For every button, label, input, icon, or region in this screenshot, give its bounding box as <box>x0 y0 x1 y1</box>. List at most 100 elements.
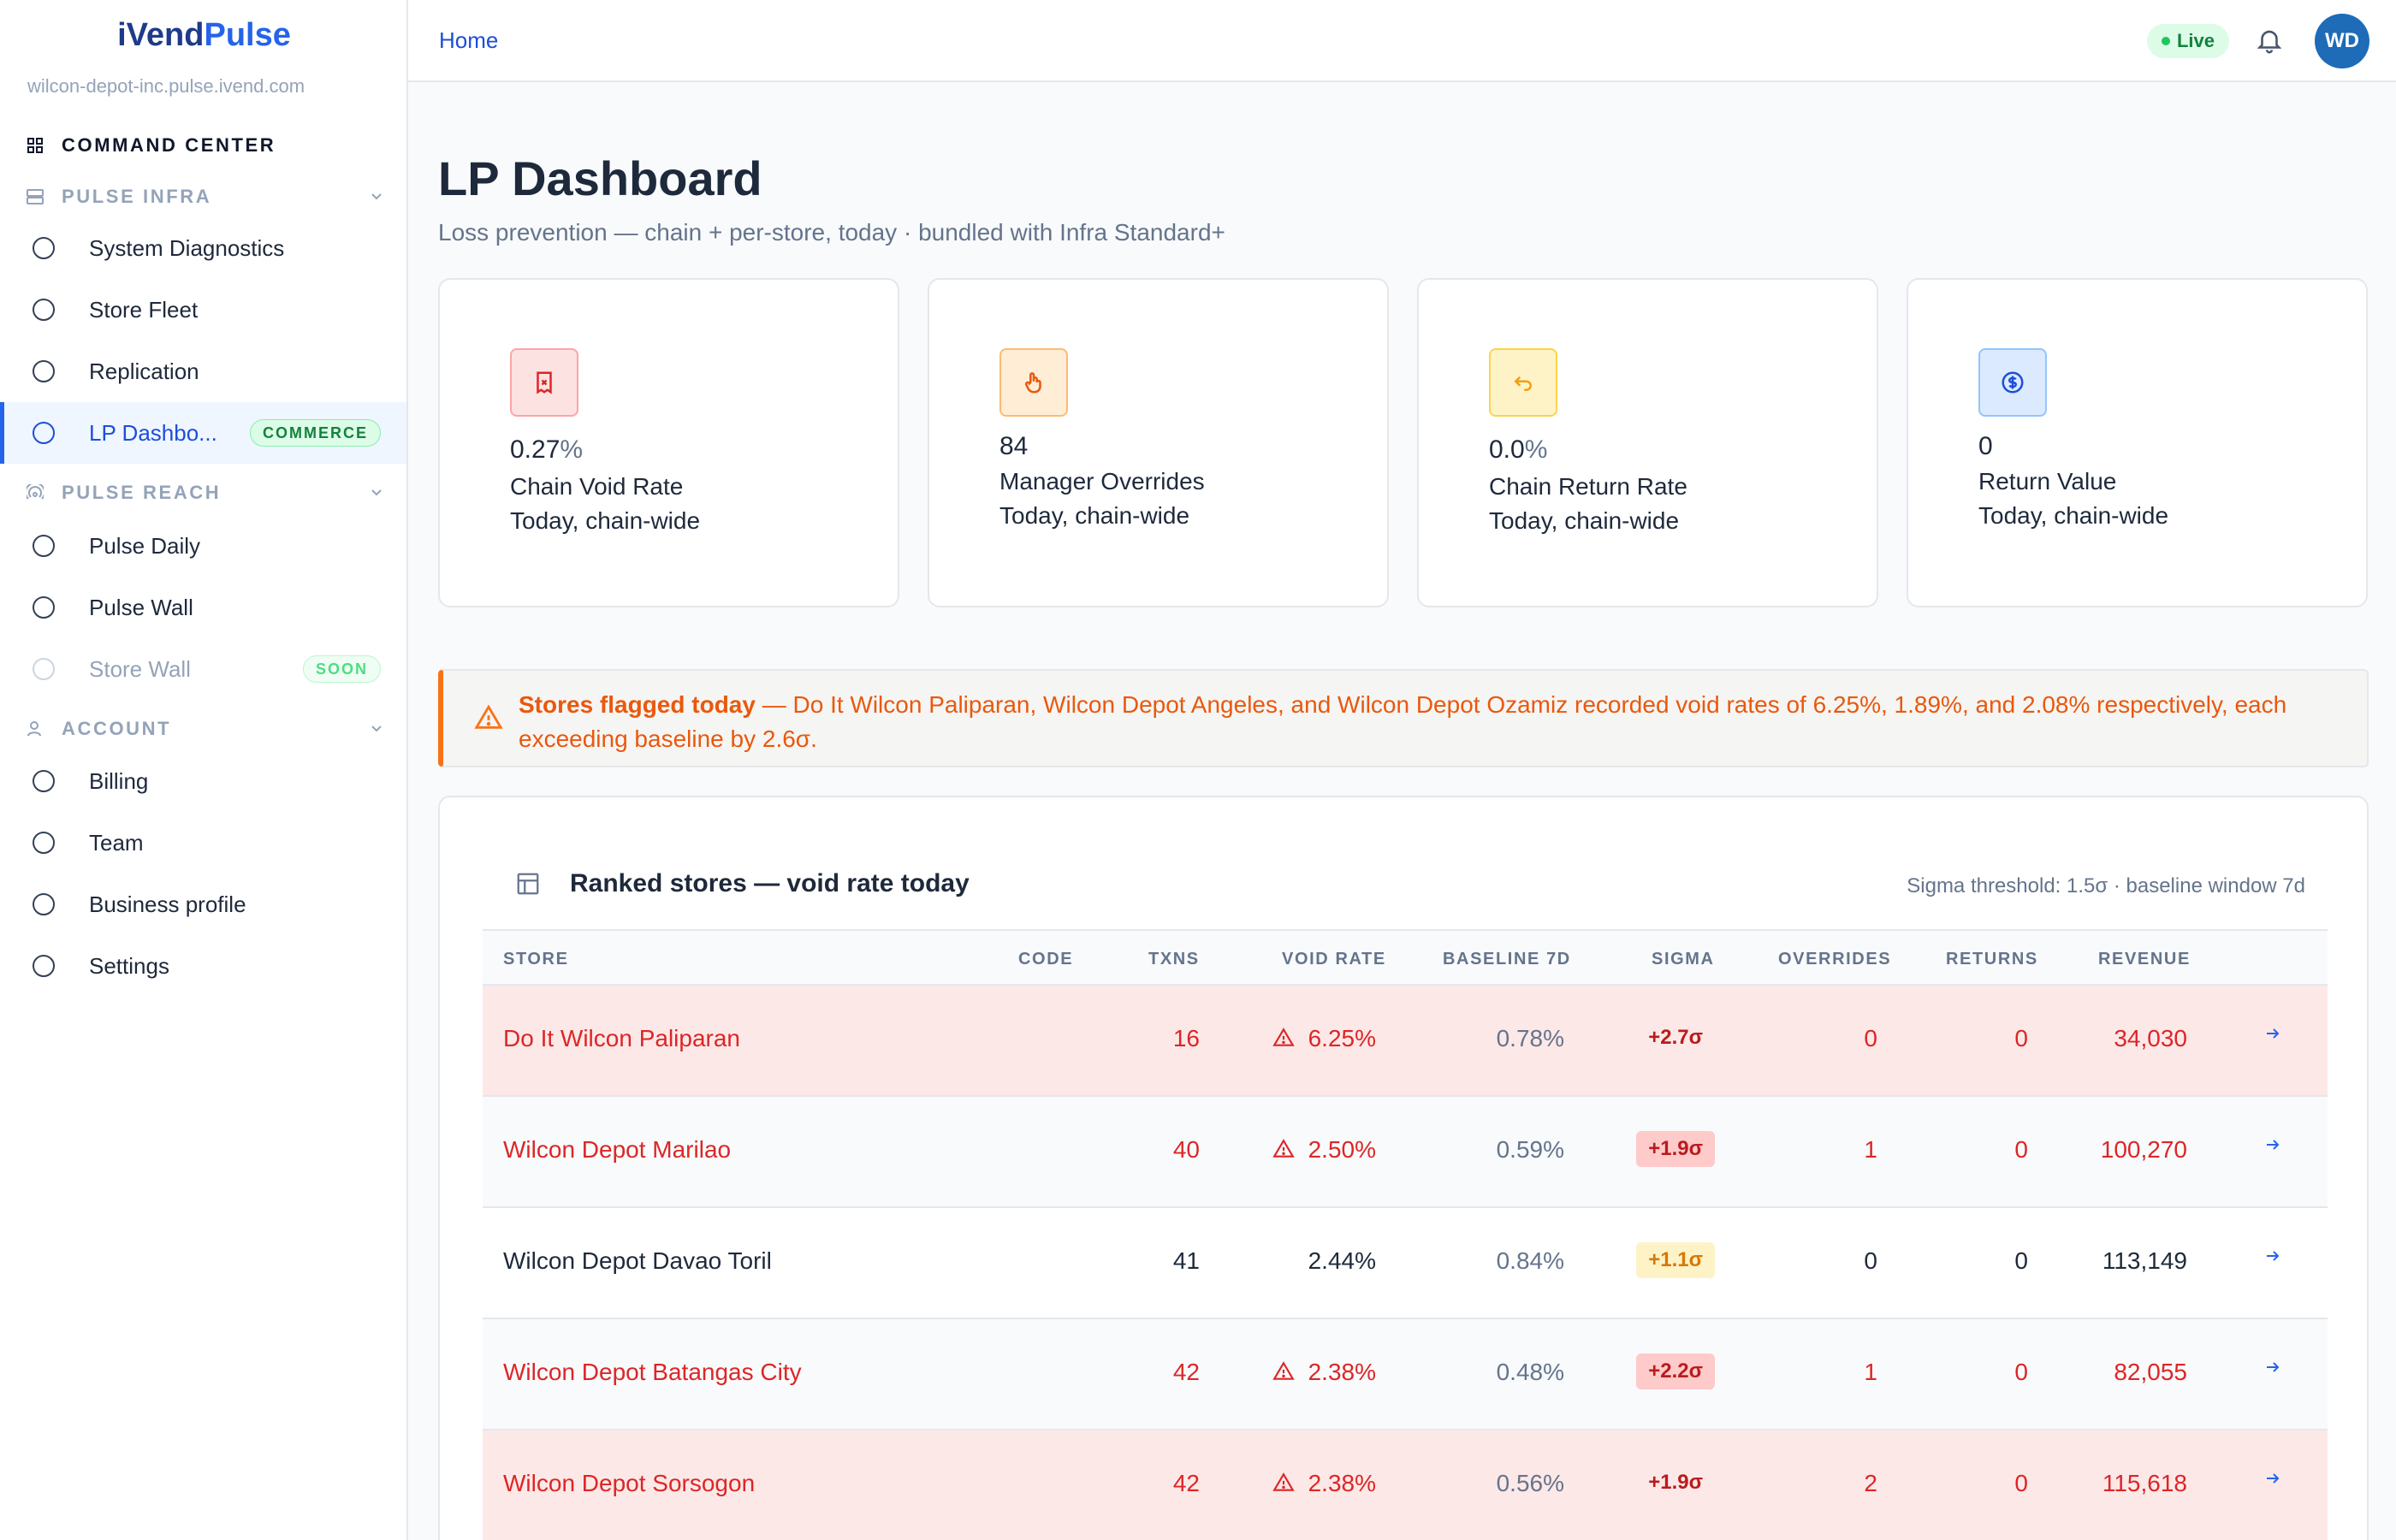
store-name[interactable]: Wilcon Depot Davao Toril <box>503 1247 772 1274</box>
col-txns[interactable]: TXNS <box>1148 950 1200 968</box>
brand-logo[interactable]: iVendPulse <box>0 17 408 54</box>
circle-icon <box>33 893 55 915</box>
kpi-subtext: Today, chain-wide <box>999 502 1190 529</box>
sidebar-item-label: System Diagnostics <box>89 234 285 261</box>
chevron-down-icon[interactable] <box>368 484 385 501</box>
table-row[interactable]: Wilcon Depot Sorsogon 42 2.38% 0.56% +1.… <box>483 1430 2328 1540</box>
alert-heading: Stores flagged today <box>519 691 756 718</box>
sigma-badge: +1.1σ <box>1636 1242 1715 1278</box>
arrow-right-icon[interactable] <box>2263 1246 2283 1266</box>
section-pulse-infra[interactable]: PULSE INFRA <box>26 180 385 214</box>
live-status-badge: Live <box>2147 24 2229 58</box>
sidebar-item-pulse-wall[interactable]: Pulse Wall <box>0 577 406 638</box>
bell-icon[interactable] <box>2255 26 2284 55</box>
chevron-down-icon[interactable] <box>368 188 385 205</box>
sidebar-item-pulse-daily[interactable]: Pulse Daily <box>0 515 406 577</box>
col-revenue[interactable]: REVENUE <box>2098 950 2191 968</box>
sigma-badge: +1.9σ <box>1636 1131 1715 1167</box>
returns: 0 <box>2014 1470 2028 1496</box>
table-row[interactable]: Wilcon Depot Marilao 40 2.50% 0.59% +1.9… <box>483 1097 2328 1208</box>
col-overrides[interactable]: OVERRIDES <box>1778 950 1892 968</box>
circle-icon <box>33 596 55 619</box>
brand-name-part2: Pulse <box>204 17 291 53</box>
avatar[interactable]: WD <box>2315 14 2369 68</box>
dollar-circle-icon <box>1978 348 2047 417</box>
sidebar-item-label: Pulse Wall <box>89 594 193 620</box>
grid-icon <box>26 136 44 155</box>
sidebar-item-settings[interactable]: Settings <box>0 935 406 997</box>
chevron-down-icon[interactable] <box>368 720 385 737</box>
command-center-link[interactable]: COMMAND CENTER <box>26 128 385 163</box>
tenant-domain: wilcon-depot-inc.pulse.ivend.com <box>27 75 305 97</box>
sidebar-item-lp-dashboard[interactable]: LP Dashbo... COMMERCE <box>0 402 406 464</box>
arrow-right-icon[interactable] <box>2263 1357 2283 1377</box>
page-subtitle: Loss prevention — chain + per-store, tod… <box>438 219 1225 246</box>
returns: 0 <box>2014 1359 2028 1385</box>
col-void-rate[interactable]: VOID RATE <box>1282 950 1386 968</box>
col-store[interactable]: STORE <box>503 950 569 968</box>
sidebar-item-replication[interactable]: Replication <box>0 341 406 402</box>
sidebar-item-label: Pulse Daily <box>89 532 201 559</box>
sidebar-item-team[interactable]: Team <box>0 812 406 874</box>
kpi-card-manager-overrides: 84 Manager Overrides Today, chain-wide <box>928 278 1389 607</box>
ranked-stores-card: Ranked stores — void rate today Sigma th… <box>438 796 2369 1540</box>
table-icon <box>515 871 541 897</box>
kpi-value: 0.27% <box>510 435 584 464</box>
sidebar-item-billing[interactable]: Billing <box>0 750 406 812</box>
sidebar-item-label: Billing <box>89 767 149 794</box>
sidebar-item-label: Business profile <box>89 891 246 917</box>
table-row[interactable]: Wilcon Depot Batangas City 42 2.38% 0.48… <box>483 1319 2328 1430</box>
section-account[interactable]: ACCOUNT <box>26 712 385 746</box>
user-icon <box>26 720 44 738</box>
page-title: LP Dashboard <box>438 151 762 205</box>
receipt-void-icon <box>510 348 578 417</box>
kpi-label: Manager Overrides <box>999 468 1205 495</box>
section-account-label: ACCOUNT <box>62 718 172 739</box>
sidebar-item-label: Settings <box>89 952 169 979</box>
arrow-right-icon[interactable] <box>2263 1468 2283 1489</box>
void-rate: 2.38% <box>1272 1470 1376 1497</box>
live-dot-icon <box>2161 37 2170 45</box>
txns: 16 <box>1172 1025 1200 1051</box>
revenue: 82,055 <box>2114 1359 2187 1385</box>
table-row[interactable]: Wilcon Depot Davao Toril 41 2.44% 0.84% … <box>483 1208 2328 1319</box>
sigma-badge: +2.2σ <box>1636 1353 1715 1389</box>
table-row[interactable]: Do It Wilcon Paliparan 16 6.25% 0.78% +2… <box>483 986 2328 1097</box>
store-name[interactable]: Wilcon Depot Marilao <box>503 1136 732 1163</box>
arrow-right-icon[interactable] <box>2263 1023 2283 1044</box>
baseline: 0.56% <box>1496 1470 1564 1496</box>
sidebar-item-system-diagnostics[interactable]: System Diagnostics <box>0 217 406 279</box>
store-name[interactable]: Wilcon Depot Batangas City <box>503 1359 802 1385</box>
kpi-card-return-rate: 0.0% Chain Return Rate Today, chain-wide <box>1417 278 1878 607</box>
server-icon <box>26 187 44 206</box>
kpi-label: Return Value <box>1978 468 2117 495</box>
alert-text: Stores flagged today — Do It Wilcon Pali… <box>519 688 2358 756</box>
store-name[interactable]: Wilcon Depot Sorsogon <box>503 1470 756 1496</box>
kpi-label: Chain Return Rate <box>1489 473 1687 500</box>
void-rate: 2.38% <box>1272 1359 1376 1386</box>
sigma-badge: +1.9σ <box>1648 1471 1703 1494</box>
overrides: 2 <box>1864 1470 1877 1496</box>
circle-icon <box>33 535 55 557</box>
section-pulse-reach[interactable]: PULSE REACH <box>26 476 385 510</box>
revenue: 113,149 <box>2102 1247 2187 1274</box>
col-sigma[interactable]: SIGMA <box>1652 950 1715 968</box>
void-rate: 2.50% <box>1272 1136 1376 1164</box>
top-bar: Home Live WD <box>408 0 2396 82</box>
breadcrumb-home[interactable]: Home <box>439 27 499 53</box>
kpi-value: 0 <box>1978 432 1993 460</box>
live-label: Live <box>2176 30 2215 51</box>
col-baseline[interactable]: BASELINE 7D <box>1443 950 1571 968</box>
overrides: 0 <box>1864 1025 1877 1051</box>
col-returns[interactable]: RETURNS <box>1946 950 2038 968</box>
txns: 42 <box>1172 1470 1200 1496</box>
sidebar-item-store-wall: Store Wall SOON <box>0 638 406 700</box>
store-name[interactable]: Do It Wilcon Paliparan <box>503 1025 741 1051</box>
warning-icon <box>1272 1027 1295 1049</box>
kpi-subtext: Today, chain-wide <box>510 507 701 534</box>
col-code[interactable]: CODE <box>1018 950 1074 968</box>
arrow-right-icon[interactable] <box>2263 1134 2283 1155</box>
sidebar-item-business-profile[interactable]: Business profile <box>0 874 406 935</box>
circle-icon <box>33 360 55 382</box>
sidebar-item-store-fleet[interactable]: Store Fleet <box>0 279 406 341</box>
